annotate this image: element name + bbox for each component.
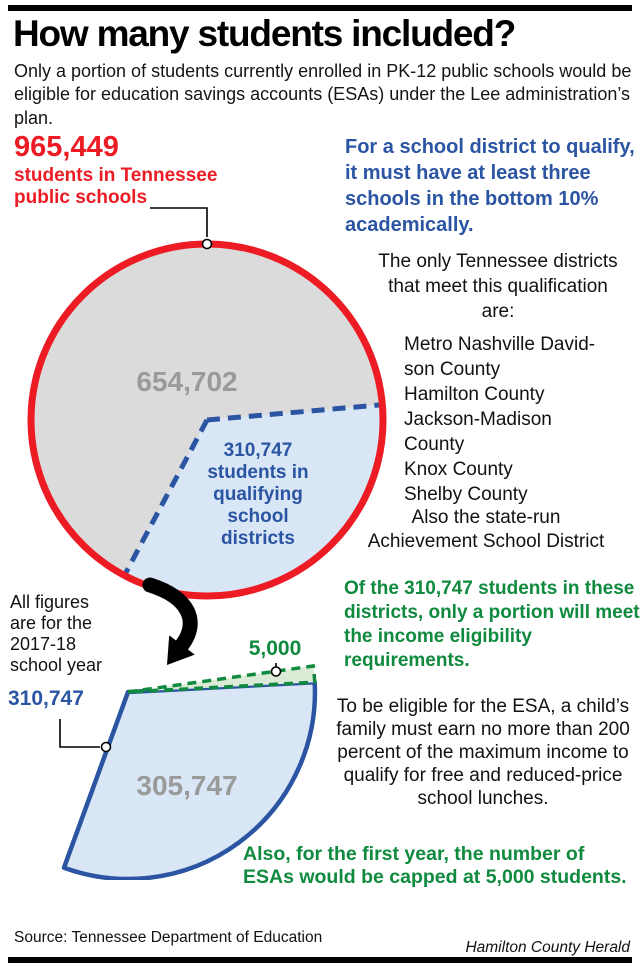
cap-note: Also, for the first year, the number of … (243, 843, 627, 888)
fan-callout-elbow (59, 719, 100, 748)
bottom-rule (8, 957, 632, 963)
qualifying-total-value: 310,747 (8, 687, 84, 710)
qualify-note: For a school district to qualify, it mus… (345, 136, 635, 236)
figures-note-line: All figures (10, 592, 90, 612)
wedge-label-line: students in (207, 462, 309, 483)
eligibility-note: To be eligible for the ESA, a child’s fa… (336, 696, 630, 809)
figures-note-line: school year (10, 655, 103, 675)
qualifying-wedge-label: 310,747 students in qualifying school di… (196, 440, 320, 550)
wedge-label-line: 310,747 (223, 440, 293, 461)
figures-note: All figures are for the 2017-18 school y… (10, 592, 102, 676)
top-rule (8, 5, 632, 11)
figures-note-line: 2017-18 (10, 634, 77, 654)
total-callout-marker (201, 238, 213, 250)
fan-chart (59, 663, 318, 880)
district-line: Hamilton County (404, 384, 545, 405)
total-students-label-line: public schools (14, 187, 148, 208)
district-line: Shelby County (404, 484, 528, 505)
fan-remainder-value: 305,747 (136, 770, 238, 801)
also-note: Also the state-run Achievement School Di… (346, 506, 626, 554)
pie-chart (27, 207, 387, 600)
figures-note-line: are for the (10, 613, 93, 633)
intro-text: Only a portion of students currently enr… (14, 61, 632, 128)
source-credit: Source: Tennessee Department of Educatio… (14, 929, 323, 946)
page-title: How many students included? (13, 13, 516, 54)
wedge-label-line: qualifying (213, 484, 303, 505)
wedge-label-line: districts (221, 528, 295, 549)
district-line: County (404, 434, 465, 455)
also-note-line: Achievement School District (367, 531, 605, 552)
qualifying-students-fan (61, 679, 318, 880)
also-note-line: Also the state-run (411, 507, 561, 528)
total-students-label-line: students in Tennessee (14, 165, 218, 186)
curved-arrow (142, 577, 198, 665)
publication-credit: Hamilton County Herald (465, 939, 630, 956)
districts-intro: The only Tennessee districts that meet t… (378, 251, 618, 322)
total-students-label: students in Tennessee public schools (14, 165, 217, 209)
remainder-students-value: 654,702 (136, 366, 238, 397)
wedge-dash-top (206, 402, 383, 423)
total-students-value: 965,449 (14, 131, 119, 163)
fan-callout-marker (100, 741, 112, 753)
esa-cap-value: 5,000 (248, 637, 302, 660)
district-line: Metro Nashville David- (404, 334, 596, 355)
arrow-shaft (142, 577, 198, 653)
wedge-label-line: school (227, 506, 289, 527)
total-callout-elbow (150, 207, 208, 237)
arrow-head (167, 635, 195, 665)
qualifying-wedge (124, 404, 383, 596)
districts-list: Metro Nashville David- son County Hamilt… (404, 332, 595, 507)
district-line: Jackson-Madison (404, 409, 552, 430)
cap-callout-marker (270, 666, 282, 677)
esa-cap-sliver (127, 664, 317, 694)
wedge-dash-bottom (122, 418, 210, 577)
district-line: son County (404, 359, 501, 380)
income-eligibility-note: Of the 310,747 students in these distric… (344, 578, 640, 671)
district-line: Knox County (404, 459, 513, 480)
